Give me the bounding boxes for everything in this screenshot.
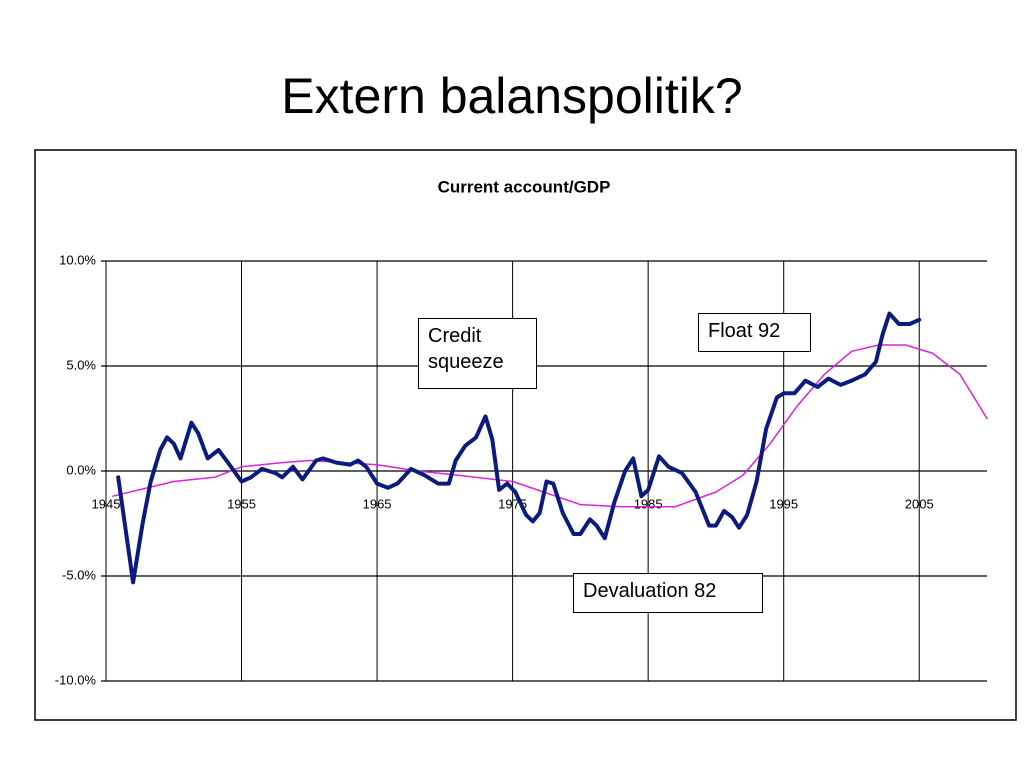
data-line [116, 311, 922, 585]
annotation: Credit squeeze [418, 318, 537, 389]
chart-frame [34, 149, 1017, 721]
y-tick-label: -5.0% [62, 567, 96, 582]
y-tick-label: 5.0% [66, 357, 96, 372]
annotation: Float 92 [698, 313, 811, 352]
data-line [112, 344, 988, 508]
y-tick-label: 10.0% [59, 252, 96, 267]
y-tick-label: -10.0% [55, 672, 97, 687]
annotation: Devaluation 82 [573, 573, 763, 613]
chart-title: Current account/GDP [438, 177, 611, 196]
slide-title: Extern balanspolitik? [281, 68, 742, 124]
y-tick-label: 0.0% [66, 462, 96, 477]
